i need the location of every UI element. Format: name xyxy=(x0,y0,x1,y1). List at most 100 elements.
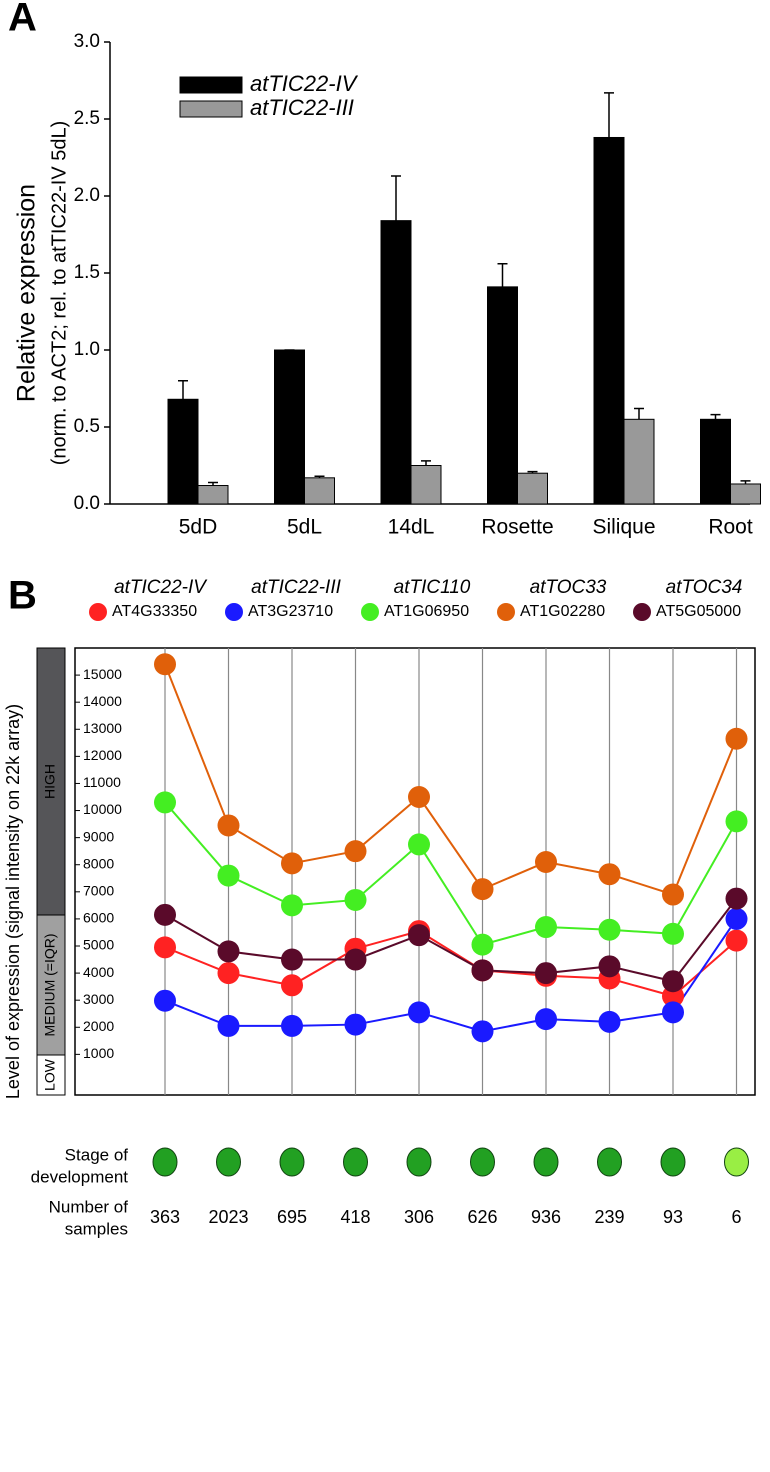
y-tick-label: 1000 xyxy=(83,1045,114,1061)
data-point xyxy=(344,840,367,863)
y-tick-label: 0.0 xyxy=(74,493,100,514)
level-band xyxy=(36,914,66,1056)
data-point xyxy=(281,852,303,875)
legend-id: AT1G02280 xyxy=(520,603,605,620)
data-point xyxy=(281,974,303,997)
data-point xyxy=(217,940,240,963)
legend-id: AT3G23710 xyxy=(248,603,333,620)
stage-icon xyxy=(152,1147,178,1177)
data-point xyxy=(408,1001,430,1024)
panel-label: A xyxy=(8,0,37,40)
data-point xyxy=(217,1014,240,1037)
y-tick-label: 6000 xyxy=(83,910,114,926)
legend-name: atTOC34 xyxy=(666,577,743,598)
stage-icon xyxy=(216,1147,241,1177)
sample-count: 363 xyxy=(150,1207,180,1227)
data-point xyxy=(154,791,176,814)
y-tick-label: 2.0 xyxy=(74,185,100,206)
bar xyxy=(304,477,335,505)
bar xyxy=(593,136,625,505)
series-line xyxy=(164,897,738,983)
data-point xyxy=(217,814,240,837)
error-bar xyxy=(527,470,538,474)
data-point xyxy=(662,1001,684,1024)
data-point xyxy=(662,970,684,993)
data-point xyxy=(344,1013,367,1036)
bar xyxy=(623,418,655,505)
legend-name: atTIC110 xyxy=(394,577,471,598)
row-label: Number of xyxy=(49,1197,129,1216)
legend-swatch xyxy=(179,76,243,94)
legend-name: atTOC33 xyxy=(530,577,607,598)
legend-id: AT1G06950 xyxy=(384,603,469,620)
error-bar xyxy=(740,480,751,484)
data-point xyxy=(535,1008,557,1031)
legend-marker xyxy=(633,603,651,621)
y-tick-label: 3000 xyxy=(83,991,114,1007)
level-label: MEDIUM (=IQR) xyxy=(42,933,58,1036)
y-tick-label: 15000 xyxy=(83,666,122,682)
bar xyxy=(274,349,305,505)
data-point xyxy=(471,959,494,982)
y-tick-label: 4000 xyxy=(83,964,114,980)
y-tick-label: 11000 xyxy=(83,774,121,790)
y-tick-label: 0.5 xyxy=(74,416,100,437)
data-point xyxy=(217,962,240,985)
sample-count: 695 xyxy=(277,1207,307,1227)
series-line xyxy=(164,930,738,998)
data-point xyxy=(725,887,748,910)
level-label: LOW xyxy=(42,1058,58,1091)
data-point xyxy=(598,1010,621,1033)
data-point xyxy=(535,916,557,939)
data-point xyxy=(408,924,430,947)
legend-id: AT5G05000 xyxy=(656,603,741,620)
data-point xyxy=(471,878,494,901)
data-point xyxy=(725,929,748,952)
legend-marker xyxy=(361,603,379,621)
stage-icon xyxy=(724,1147,749,1177)
error-bar xyxy=(634,407,644,420)
sample-count: 418 xyxy=(340,1207,370,1227)
y-tick-label: 9000 xyxy=(83,828,114,844)
sample-count: 306 xyxy=(404,1207,434,1227)
y-tick-label: 13000 xyxy=(83,720,122,736)
data-point xyxy=(344,948,367,971)
error-bar xyxy=(604,92,614,138)
error-bar xyxy=(314,475,325,478)
data-point xyxy=(344,888,367,911)
level-label: HIGH xyxy=(42,764,58,799)
legend-marker xyxy=(89,603,107,621)
data-point xyxy=(281,1014,303,1037)
series-line xyxy=(164,918,738,1033)
data-point xyxy=(725,727,748,750)
stage-icon xyxy=(343,1147,368,1177)
legend-name: atTIC22-IV xyxy=(114,577,208,598)
error-bar xyxy=(421,460,431,466)
data-point xyxy=(725,907,748,930)
sample-count: 93 xyxy=(663,1207,683,1227)
error-bar xyxy=(710,413,721,420)
y-tick-label: 1.5 xyxy=(74,262,100,283)
data-point xyxy=(598,918,621,941)
stage-icon xyxy=(279,1147,305,1177)
data-point xyxy=(154,936,176,959)
data-point xyxy=(662,922,684,945)
error-bar xyxy=(391,175,401,221)
x-tick-label: Rosette xyxy=(481,516,553,539)
y-tick-label: 2000 xyxy=(83,1018,114,1034)
row-label: samples xyxy=(65,1219,128,1238)
bar xyxy=(410,465,442,505)
data-point xyxy=(535,962,557,985)
data-point xyxy=(535,851,557,874)
error-bar xyxy=(497,263,508,287)
y-tick-label: 10000 xyxy=(83,801,122,817)
stage-icon xyxy=(533,1147,559,1177)
level-band xyxy=(36,1054,66,1096)
sample-count: 2023 xyxy=(208,1207,248,1227)
y-tick-label: 5000 xyxy=(83,937,114,953)
y-axis-subtitle: (norm. to ACT2; rel. to atTIC22-IV 5dL) xyxy=(48,121,70,466)
data-point xyxy=(154,653,176,676)
series-line xyxy=(164,801,738,946)
y-axis-title: Level of expression (signal intensity on… xyxy=(3,704,23,1099)
